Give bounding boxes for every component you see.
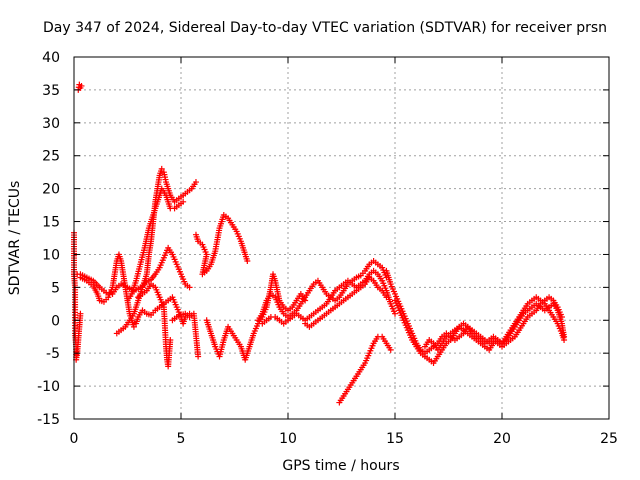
series-arc-n [336,333,394,406]
data-point [130,323,137,330]
data-point [158,165,165,172]
y-tick-label: 10 [42,247,60,263]
series-arc-b [71,229,84,363]
data-point [192,179,199,186]
y-tick-label: 40 [42,50,60,66]
data-point [186,284,193,291]
data-point [195,353,202,360]
y-tick-label: 5 [51,280,60,296]
y-tick-label: 30 [42,116,60,132]
grid [74,57,609,419]
series-arc-o [383,267,565,357]
data-point [561,337,568,344]
series-arc-i [192,211,251,278]
x-tick-label: 5 [177,431,186,447]
x-tick-label: 0 [70,431,79,447]
y-tick-label: 20 [42,182,60,198]
data-point [387,346,394,353]
y-tick-label: 25 [42,149,60,165]
x-tick-label: 15 [386,431,404,447]
series-arc-h [169,310,202,360]
series-arc-j [203,271,309,363]
axis-ticks: 0 5 10 15 20 25 -15 -10 -5 0 5 10 15 20 25 30 35 40 [37,50,618,447]
y-axis-label: SDTVAR / TECUs [7,181,23,296]
y-tick-label: 35 [42,83,60,99]
series-arc-g [135,281,174,370]
x-axis-label: GPS time / hours [282,458,399,474]
series-arc-p [392,297,568,367]
plot-frame [73,56,610,420]
series-arc-f [124,185,187,304]
series-arc-a [75,81,85,93]
x-tick-label: 25 [600,431,618,447]
data-point [383,294,390,301]
y-tick-label: -15 [37,412,60,428]
y-tick-label: 0 [51,313,60,329]
data-points [71,81,568,406]
data-point [244,258,251,265]
x-tick-label: 20 [493,431,511,447]
data-point [180,198,187,205]
y-tick-label: -10 [37,379,60,395]
series-arc-k [255,258,390,324]
series-arc-q [421,294,568,353]
y-tick-label: 15 [42,215,60,231]
series-arc-l [259,267,398,327]
chart-title: Day 347 of 2024, Sidereal Day-to-day VTE… [43,20,607,36]
y-tick-label: -5 [46,346,60,362]
series-arc-e [113,165,199,337]
series-arc-m [302,274,390,330]
data-point [78,82,85,89]
data-point [167,337,174,344]
data-point [77,310,84,317]
data-point [392,310,398,317]
x-tick-label: 10 [279,431,297,447]
